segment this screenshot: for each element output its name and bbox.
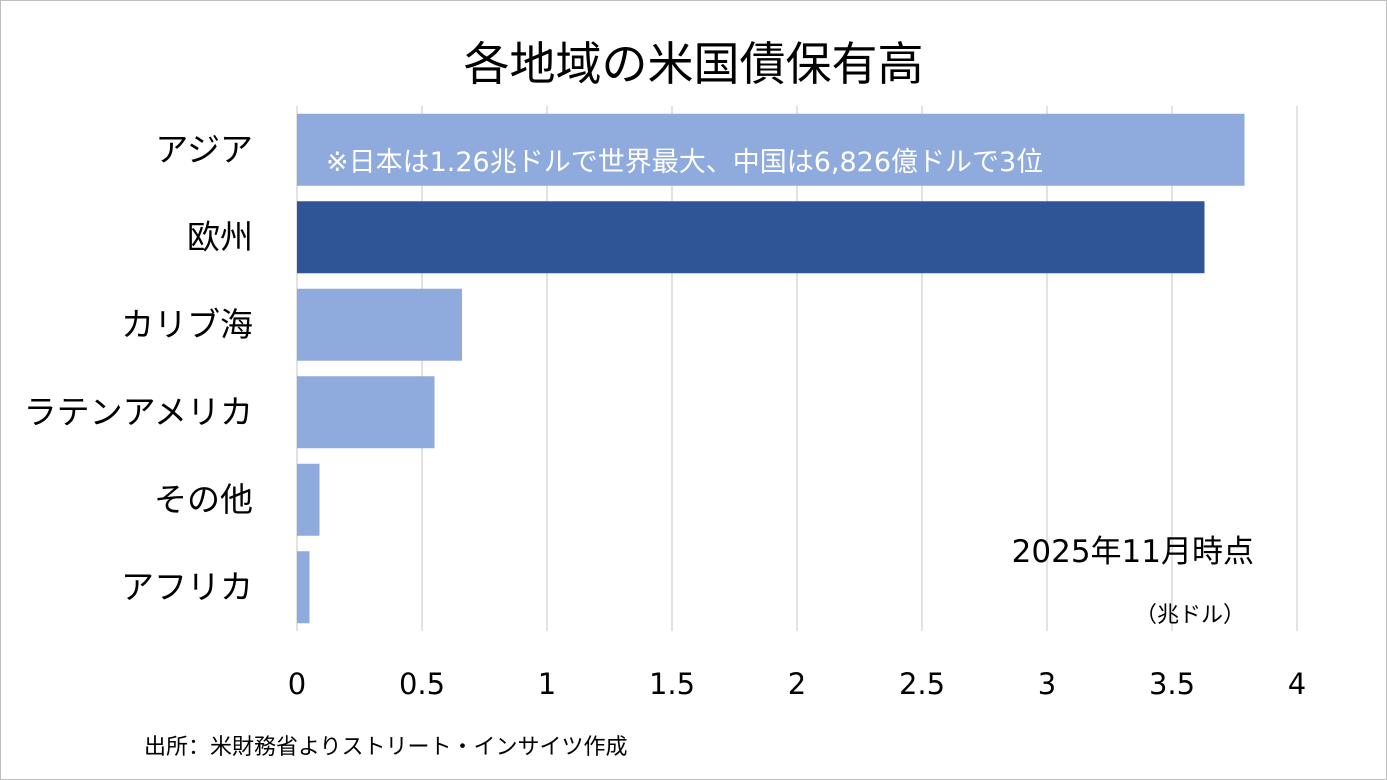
- x-tick-label: 3.5: [1149, 667, 1195, 701]
- x-tick-label: 2: [788, 667, 806, 701]
- bar: [297, 113, 1245, 186]
- x-tick-label: 1.5: [649, 667, 695, 701]
- category-label: 欧州: [187, 217, 253, 256]
- bar: [297, 463, 320, 536]
- bar: [297, 201, 1205, 274]
- x-tick-label: 2.5: [899, 667, 945, 701]
- source-note: 出所：米財務省よりストリート・インサイツ作成: [144, 735, 628, 760]
- x-tick-label: 4: [1288, 667, 1306, 701]
- x-tick-labels: 0 0.5 1 1.5 2 2.5 3 3.5 4: [288, 667, 1306, 701]
- category-label: ラテンアメリカ: [24, 392, 253, 431]
- chart-title: 各地域の米国債保有高: [463, 37, 924, 91]
- category-label: その他: [154, 480, 253, 519]
- x-tick-label: 0.5: [399, 667, 445, 701]
- x-tick-label: 3: [1038, 667, 1056, 701]
- annotation-note: ※日本は1.26兆ドルで世界最大、中国は6,826億ドルで3位: [326, 147, 1044, 178]
- gridlines: [296, 106, 1298, 631]
- bar: [297, 288, 462, 361]
- bar: [297, 376, 435, 449]
- bar: [297, 551, 310, 624]
- category-label: カリブ海: [121, 305, 253, 344]
- bars: [297, 113, 1245, 624]
- category-label: アジア: [155, 130, 253, 169]
- x-tick-label: 0: [288, 667, 306, 701]
- category-label: アフリカ: [121, 567, 253, 606]
- x-tick-label: 1: [538, 667, 556, 701]
- date-note: 2025年11月時点: [1011, 534, 1254, 570]
- unit-note: （兆ドル）: [1134, 603, 1245, 628]
